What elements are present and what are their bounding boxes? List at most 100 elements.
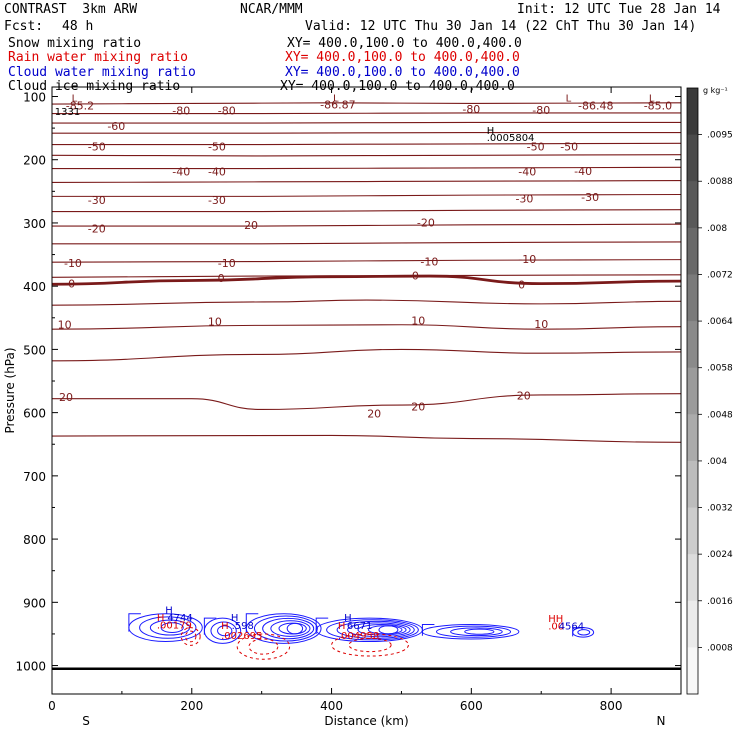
extremum-label: H — [231, 613, 239, 624]
rain-water-contour — [248, 638, 279, 655]
temperature-contour-line — [51, 299, 682, 306]
extremum-label: H — [221, 621, 229, 632]
cloud-water-contour — [464, 628, 495, 635]
cloud-water-contour — [286, 622, 304, 635]
temperature-contour-line — [51, 324, 682, 330]
temperature-contour-label: 20 — [411, 400, 425, 413]
extremum-label: 4744 — [167, 613, 192, 624]
temperature-contour-line — [51, 166, 682, 170]
cloud-water-contour — [217, 625, 233, 637]
forecast-label: Fcst: — [4, 19, 44, 34]
temperature-contour-label: -80 — [218, 104, 236, 117]
temperature-contour-label: -40 — [208, 166, 226, 179]
cloud-water-contour — [245, 613, 259, 633]
x-end-right-label: N — [657, 714, 666, 728]
extremum-label: 6671 — [347, 621, 372, 632]
colorbar-tick-label: .0088 — [707, 177, 733, 187]
colorbar-swatch — [687, 274, 698, 322]
temperature-contour-label: -80 — [462, 103, 480, 116]
colorbar-swatch — [687, 414, 698, 462]
cloud-water-contour — [347, 622, 411, 638]
organization: NCAR/MMM — [240, 2, 303, 17]
x-tick-label: 200 — [180, 699, 203, 713]
temperature-contour-label: -40 — [172, 166, 190, 179]
y-tick-label: 400 — [23, 280, 46, 294]
temperature-contour-label: -30 — [88, 194, 106, 207]
cloud-water-contour — [203, 617, 217, 635]
colorbar: .0095 .0088 .008 .0072 .0064 .0058 .0048 .004 .0… — [686, 86, 733, 695]
colorbar-frame — [686, 87, 699, 695]
extremum-label: .00179 — [157, 620, 192, 631]
cloud-water-contour — [160, 622, 184, 633]
field-rain-name: Rain water mixing ratio — [8, 50, 189, 65]
cloud-water-contour — [421, 623, 435, 636]
temperature-contour-label: 0 — [518, 278, 525, 291]
y-tick-label: 100 — [23, 90, 46, 104]
temperature-contour-line — [51, 121, 681, 124]
temperature-contour-line — [51, 131, 681, 134]
temperature-contour-label: -10 — [64, 257, 82, 270]
temperature-contour-label: -40 — [574, 165, 592, 178]
colorbar-tick-label: .0024 — [707, 550, 733, 560]
temperature-contour-line — [52, 223, 682, 227]
temperature-contour-label: -85.2 — [66, 99, 94, 112]
extremum-label: .002695 — [221, 631, 262, 642]
temperature-contour-line — [51, 259, 682, 263]
colorbar-tick-label: .0095 — [707, 131, 733, 141]
plot-frame — [51, 86, 682, 695]
temperature-contour-label: -60 — [107, 120, 125, 133]
temperature-contour-line — [52, 209, 682, 213]
temperature-contour-label: 10 — [411, 314, 425, 327]
model-title: CONTRAST 3km ARW — [4, 2, 138, 17]
temperature-contour-line — [51, 274, 682, 286]
extremum-label: .00 — [548, 622, 564, 633]
extremum-label: L — [333, 94, 339, 105]
temperature-contour-label: -50 — [527, 140, 545, 153]
temperature-contour-label: 0 — [68, 278, 75, 291]
valid-time: Valid: 12 UTC Thu 30 Jan 14 (22 ChT Thu … — [305, 19, 697, 34]
extremum-label: H — [165, 605, 173, 616]
colorbar-swatch — [687, 227, 698, 275]
rain-water-contours — [180, 627, 409, 660]
y-tick-label: 1000 — [15, 660, 46, 674]
rain-water-contour — [348, 637, 392, 653]
extremum-label: H — [338, 621, 346, 632]
rain-water-contour — [331, 633, 409, 657]
temperature-contour-line — [51, 102, 682, 105]
cloud-water-contour — [128, 613, 141, 632]
contour-labels: -85.2 -86.87 -86.48 -85.0-80 -80 -80 -80-60-50… — [55, 94, 672, 642]
cloud-water-contour — [270, 620, 311, 637]
x-tick-label: 600 — [460, 699, 483, 713]
temperature-contour-label: -20 — [240, 219, 258, 232]
colorbar-tick-label: .0064 — [707, 317, 733, 327]
colorbar-swatch — [687, 507, 698, 555]
field-cloud-water-xy: XY= 400.0,100.0 to 400.0,400.0 — [285, 65, 520, 80]
temperature-contour-label: -20 — [88, 223, 106, 236]
colorbar-swatch — [687, 647, 698, 695]
temperature-contour-line — [52, 112, 681, 115]
temperature-contour-label: 0 — [218, 272, 225, 285]
temperature-contours — [51, 102, 682, 670]
extremum-label: 1331 — [55, 107, 80, 118]
temperature-contour-label: -20 — [417, 216, 435, 229]
y-tick-label: 800 — [23, 533, 46, 547]
x-tick-label: 800 — [600, 699, 623, 713]
temperature-contour-line — [52, 393, 682, 411]
temperature-contour-label: -10 — [420, 256, 438, 269]
extremum-label: H — [344, 613, 352, 624]
extremum-label: .0005804 — [487, 133, 535, 144]
temperature-contour-label: 10 — [58, 319, 72, 332]
cloud-water-contour — [450, 627, 503, 637]
temperature-contour-line — [52, 241, 682, 245]
temperature-contour-line — [52, 142, 682, 146]
temperature-contour-line — [51, 348, 682, 362]
colorbar-tick-label: .0072 — [707, 270, 733, 280]
temperature-contour-label: 20 — [59, 391, 73, 404]
colorbar-swatch — [687, 367, 698, 415]
temperature-contour-label: -10 — [218, 257, 236, 270]
colorbar-swatch — [687, 134, 698, 182]
y-tick-label: 700 — [23, 470, 46, 484]
extremum-label: .004958 — [338, 631, 379, 642]
field-rain-xy: XY= 400.0,100.0 to 400.0,400.0 — [285, 50, 520, 65]
